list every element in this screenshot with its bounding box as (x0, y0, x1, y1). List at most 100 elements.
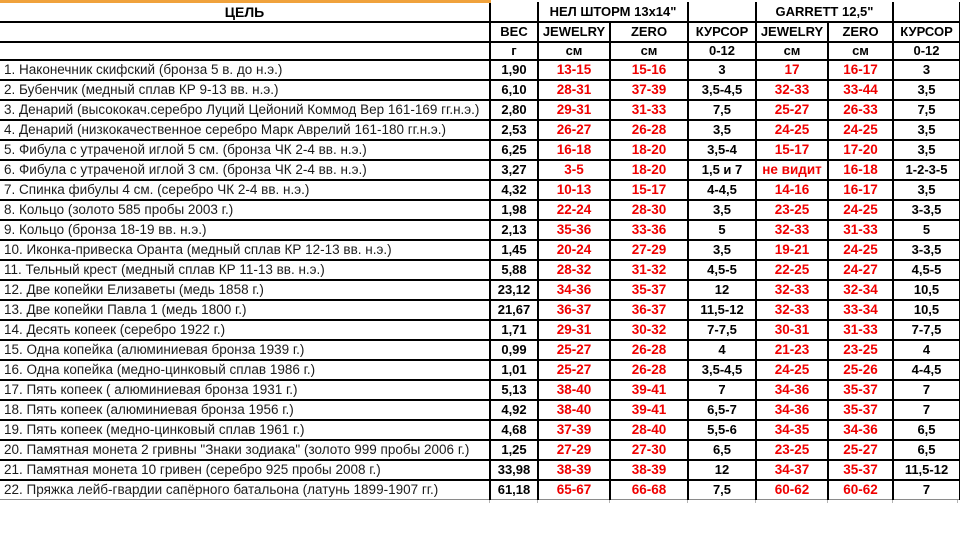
nel-jewelry-cell: 29-31 (537, 98, 611, 121)
table-row: 6. Фибула с утраченой иглой 3 см. (бронз… (0, 158, 960, 181)
nel-jewelry-cell: 25-27 (537, 338, 611, 361)
garrett-jewelry-cell: 25-27 (755, 98, 829, 121)
nel-jewelry-cell: 27-29 (537, 438, 611, 461)
target-cell: 11. Тельный крест (медный сплав КР 11-13… (0, 258, 491, 281)
garrett-cursor-cell: 7,5 (892, 98, 960, 121)
garrett-zero-cell: 16-18 (827, 158, 894, 181)
target-cell: 12. Две копейки Елизаветы (медь 1858 г.) (0, 278, 491, 301)
garrett-zero-cell: 24-27 (827, 258, 894, 281)
garrett-cursor-cell: 4,5-5 (892, 258, 960, 281)
nel-zero-cell: 15-16 (609, 58, 689, 81)
nel-cursor-cell: 3,5 (687, 118, 757, 141)
weight-cell: 5,13 (489, 378, 539, 401)
garrett-jewelry-cell: 32-33 (755, 218, 829, 241)
garrett-cursor-cell: 7-7,5 (892, 318, 960, 341)
table-row: 16. Одна копейка (медно-цинковый сплав 1… (0, 358, 960, 381)
nel-jewelry-cell: 3-5 (537, 158, 611, 181)
header-spacer (892, 1, 960, 23)
target-cell: 7. Спинка фибулы 4 см. (серебро ЧК 2-4 в… (0, 178, 491, 201)
unit-target-spacer (0, 40, 491, 61)
garrett-cursor-cell: 3 (892, 58, 960, 81)
target-cell: 14. Десять копеек (серебро 1922 г.) (0, 318, 491, 341)
nel-zero-cell: 28-30 (609, 198, 689, 221)
garrett-jewelry-cell: 23-25 (755, 438, 829, 461)
garrett-jewelry-cell: 30-31 (755, 318, 829, 341)
nel-jewelry-cell: 22-24 (537, 198, 611, 221)
table-row: 22. Пряжка лейб-гвардии сапёрного баталь… (0, 478, 960, 500)
nel-zero-cell: 26-28 (609, 118, 689, 141)
garrett-zero-cell: 24-25 (827, 198, 894, 221)
nel-cursor-cell: 6,5 (687, 438, 757, 461)
garrett-jewelry-cell: 60-62 (755, 478, 829, 500)
nel-jewelry-cell: 34-36 (537, 278, 611, 301)
garrett-cursor-cell: 6,5 (892, 438, 960, 461)
garrett-zero-cell: 34-36 (827, 418, 894, 441)
cutoff-gridline-strip (0, 500, 960, 504)
weight-cell: 0,99 (489, 338, 539, 361)
header-units-row: г см см 0-12 см см 0-12 (0, 40, 960, 61)
target-cell: 6. Фибула с утраченой иглой 3 см. (бронз… (0, 158, 491, 181)
nel-cursor-cell: 7-7,5 (687, 318, 757, 341)
garrett-cursor-cell: 4 (892, 338, 960, 361)
table-row: 8. Кольцо (золото 585 пробы 2003 г.) 1,98… (0, 198, 960, 221)
target-cell: 8. Кольцо (золото 585 пробы 2003 г.) (0, 198, 491, 221)
weight-cell: 23,12 (489, 278, 539, 301)
nel-cursor-cell: 5,5-6 (687, 418, 757, 441)
weight-cell: 2,80 (489, 98, 539, 121)
nel-zero-cell: 39-41 (609, 398, 689, 421)
table-row: 21. Памятная монета 10 гривен (серебро 9… (0, 458, 960, 481)
nel-jewelry-cell: 38-40 (537, 378, 611, 401)
garrett-jewelry-cell: 34-35 (755, 418, 829, 441)
garrett-zero-cell: 24-25 (827, 118, 894, 141)
nel-jewelry-cell: 28-31 (537, 78, 611, 101)
garrett-jewelry-cell: 19-21 (755, 238, 829, 261)
table-row: 3. Денарий (высококач.серебро Луций Цейо… (0, 98, 960, 121)
detector-depth-comparison-table: ЦЕЛЬ НЕЛ ШТОРМ 13x14" GARRETT 12,5" ВЕС … (0, 0, 960, 500)
target-cell: 5. Фибула с утраченой иглой 5 см. (бронз… (0, 138, 491, 161)
nel-zero-cell: 27-29 (609, 238, 689, 261)
garrett-cursor-cell: 7 (892, 398, 960, 421)
gridline-stub (755, 500, 756, 503)
garrett-cursor-cell: 3,5 (892, 178, 960, 201)
gridline-stub (827, 500, 828, 503)
header-spacer (687, 1, 757, 23)
garrett-jewelry-cell: 14-16 (755, 178, 829, 201)
nel-zero-cell: 39-41 (609, 378, 689, 401)
nel-cursor-cell: 12 (687, 458, 757, 481)
garrett-cursor-cell: 3,5 (892, 78, 960, 101)
garrett-jewelry-cell: 24-25 (755, 118, 829, 141)
garrett-jewelry-cell: 34-36 (755, 378, 829, 401)
garrett-jewelry-cell: не видит (755, 158, 829, 181)
garrett-zero-cell: 16-17 (827, 58, 894, 81)
garrett-jewelry-cell: 21-23 (755, 338, 829, 361)
table-row: 20. Памятная монета 2 гривны "Знаки зоди… (0, 438, 960, 461)
header-jewelry-garrett: JEWELRY (755, 20, 829, 43)
garrett-zero-cell: 16-17 (827, 178, 894, 201)
table-row: 15. Одна копейка (алюминиевая бронза 193… (0, 338, 960, 361)
garrett-zero-cell: 35-37 (827, 378, 894, 401)
garrett-jewelry-cell: 22-25 (755, 258, 829, 281)
garrett-jewelry-cell: 34-36 (755, 398, 829, 421)
nel-jewelry-cell: 38-39 (537, 458, 611, 481)
gridline-stub (609, 500, 610, 503)
nel-cursor-cell: 1,5 и 7 (687, 158, 757, 181)
table-row: 4. Денарий (низкокачественное серебро Ма… (0, 118, 960, 141)
weight-cell: 1,98 (489, 198, 539, 221)
header-target: ЦЕЛЬ (0, 0, 491, 23)
nel-jewelry-cell: 37-39 (537, 418, 611, 441)
table-row: 18. Пять копеек (алюминиевая бронза 1956… (0, 398, 960, 421)
target-cell: 21. Памятная монета 10 гривен (серебро 9… (0, 458, 491, 481)
nel-jewelry-cell: 25-27 (537, 358, 611, 381)
target-cell: 22. Пряжка лейб-гвардии сапёрного баталь… (0, 478, 491, 500)
header-cursor-nel: КУРСОР (687, 20, 757, 43)
nel-cursor-cell: 3,5-4,5 (687, 78, 757, 101)
target-cell: 9. Кольцо (бронза 18-19 вв. н.э.) (0, 218, 491, 241)
header-group-nel-storm: НЕЛ ШТОРМ 13x14" (537, 1, 689, 23)
gridline-stub (892, 500, 893, 503)
gridline-stub (957, 500, 958, 503)
target-cell: 4. Денарий (низкокачественное серебро Ма… (0, 118, 491, 141)
nel-jewelry-cell: 10-13 (537, 178, 611, 201)
garrett-cursor-cell: 10,5 (892, 278, 960, 301)
nel-cursor-cell: 7,5 (687, 98, 757, 121)
weight-cell: 6,25 (489, 138, 539, 161)
